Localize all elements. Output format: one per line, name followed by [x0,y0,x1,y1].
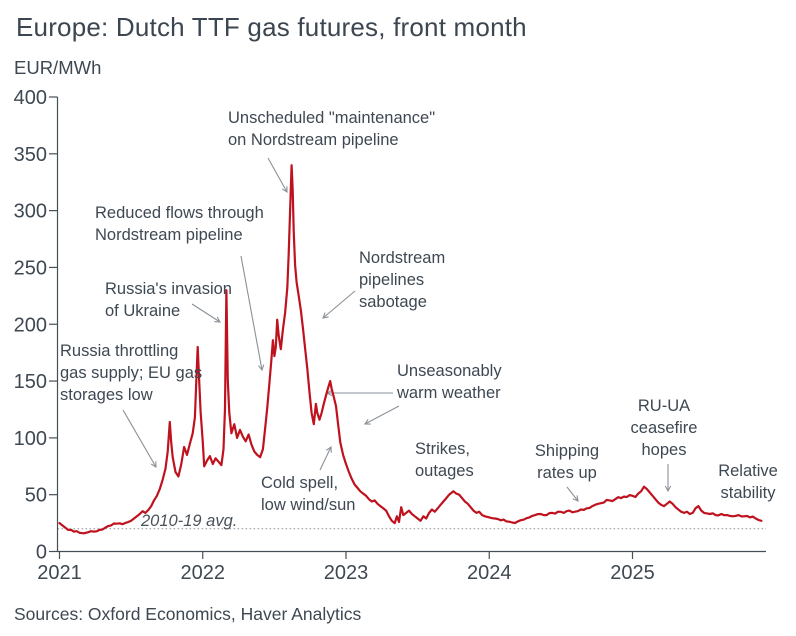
annotation-arrow [566,486,579,502]
x-tick-label: 2024 [467,562,512,584]
annotation-arrow [319,445,332,471]
x-tick-label: 2022 [181,562,226,584]
annotation-arrow [322,290,356,319]
y-tick-label: 300 [14,201,47,223]
y-tick-label: 50 [25,485,47,507]
annotation-arrow [363,405,400,425]
x-tick-label: 2023 [324,562,369,584]
y-tick-label: 100 [14,428,47,450]
annotation-arrow [191,303,221,323]
annotation-arrow [240,255,265,372]
y-tick-label: 350 [14,144,47,166]
y-tick-label: 400 [14,87,47,109]
y-axis-unit-label: EUR/MWh [14,57,102,78]
average-line-label: 2010-19 avg. [140,512,237,530]
annotation-arrow [267,157,288,194]
y-tick-label: 250 [14,257,47,279]
y-tick-label: 150 [14,371,47,393]
annotation-arrow [122,409,157,469]
y-tick-label: 0 [36,542,47,564]
page-title: Europe: Dutch TTF gas futures, front mon… [16,12,527,42]
x-tick-label: 2021 [37,562,82,584]
x-tick-label: 2025 [610,562,655,584]
sources-note: Sources: Oxford Economics, Haver Analyti… [14,604,362,624]
y-tick-label: 200 [14,314,47,336]
ttf-price-line [58,164,763,535]
